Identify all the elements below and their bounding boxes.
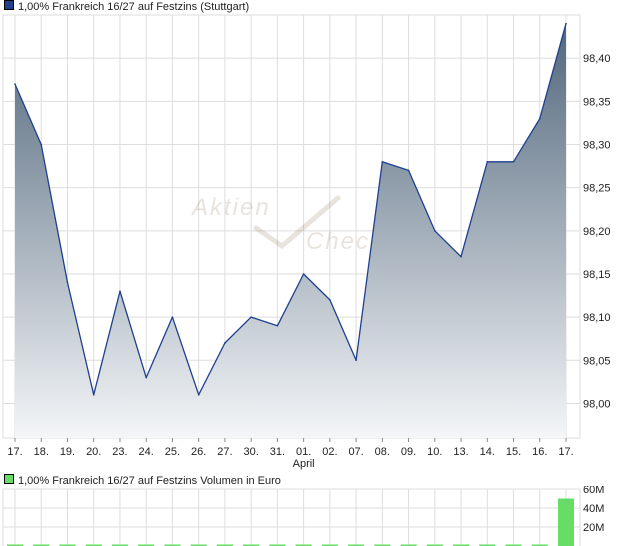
price-x-tick-label: 13. — [453, 446, 468, 458]
watermark-word-2: Check — [306, 228, 384, 255]
price-x-tick-label: 20. — [86, 446, 101, 458]
watermark-check-icon — [253, 195, 341, 250]
price-point — [512, 160, 515, 163]
price-x-tick-label: 31. — [270, 446, 285, 458]
price-x-tick-label: 07. — [348, 446, 363, 458]
volume-bar — [531, 544, 548, 546]
volume-bar — [190, 544, 207, 546]
volume-chart-title: 1,00% Frankreich 16/27 auf Festzins Volu… — [18, 475, 281, 487]
price-x-tick-label: 30. — [243, 446, 258, 458]
volume-bar — [269, 544, 286, 546]
price-point — [355, 359, 357, 362]
price-point — [119, 290, 121, 293]
price-x-tick-label: 01. — [296, 446, 311, 458]
volume-bar — [85, 544, 102, 546]
price-y-tick-label: 98,15 — [583, 269, 611, 281]
price-y-tick-label: 98,10 — [583, 312, 611, 324]
price-x-tick-label: 17. — [558, 446, 573, 458]
price-chart: 98,00 98,05 98,10 98,15 98,20 98,25 98,30 98,35… — [2, 14, 611, 470]
volume-bar — [7, 544, 23, 546]
price-x-tick-label: 14. — [480, 446, 495, 458]
price-y-tick-label: 98,40 — [583, 53, 611, 65]
price-point — [92, 394, 95, 396]
price-x-tick-label: 25. — [165, 446, 180, 458]
price-x-tick-label: 18. — [34, 446, 49, 458]
volume-bar — [505, 544, 522, 546]
volume-bar — [374, 544, 391, 546]
volume-y-tick-label: 40M — [583, 503, 604, 515]
price-x-tick-label: 17. — [7, 446, 22, 458]
price-y-tick-label: 98,20 — [583, 226, 611, 238]
price-legend: 1,00% Frankreich 16/27 auf Festzins (Stu… — [4, 0, 249, 14]
volume-bar — [453, 544, 470, 546]
volume-chart: 20M 40M 60M — [2, 486, 604, 546]
price-point — [538, 117, 541, 120]
price-point — [460, 255, 462, 258]
volume-bar — [216, 544, 233, 546]
price-point — [565, 22, 567, 25]
volume-bar — [164, 544, 181, 546]
volume-y-tick-label: 60M — [583, 486, 604, 496]
watermark: Aktien Check — [190, 194, 384, 255]
price-y-tick-label: 98,05 — [583, 355, 611, 367]
volume-bar — [479, 544, 496, 546]
price-x-tick-label: 19. — [60, 446, 75, 458]
price-point — [329, 299, 331, 301]
price-point — [40, 143, 43, 146]
price-x-tick-label: 26. — [191, 446, 206, 458]
price-x-tick-label: 10. — [427, 446, 442, 458]
price-point — [145, 376, 147, 379]
price-point — [381, 160, 384, 163]
price-y-tick-label: 98,25 — [583, 183, 611, 195]
volume-bar — [33, 544, 50, 546]
volume-y-tick-label: 20M — [583, 522, 604, 534]
volume-bar — [400, 544, 417, 546]
price-y-tick-label: 98,30 — [583, 139, 611, 151]
price-point — [250, 316, 252, 318]
price-month-label: April — [293, 458, 315, 470]
volume-legend: 1,00% Frankreich 16/27 auf Festzins Volu… — [4, 474, 281, 488]
price-point — [276, 324, 279, 327]
price-x-tick-label: 27. — [217, 446, 232, 458]
price-point — [224, 342, 226, 344]
price-x-tick-label: 15. — [506, 446, 521, 458]
volume-plot-frame — [2, 488, 581, 546]
volume-bar — [59, 544, 76, 546]
price-x-tick-label: 08. — [375, 446, 390, 458]
price-point — [171, 316, 174, 318]
volume-bar — [138, 544, 155, 546]
price-x-tick-label: 02. — [322, 446, 337, 458]
watermark-word-1: Aktien — [190, 194, 271, 221]
volume-bar — [426, 544, 443, 546]
volume-bar — [348, 544, 365, 546]
price-x-tick-label: 09. — [401, 446, 416, 458]
price-y-tick-label: 98,00 — [583, 398, 611, 410]
price-point — [197, 394, 200, 396]
price-area — [15, 23, 566, 438]
price-y-tick-label: 98,35 — [583, 96, 611, 108]
price-x-tick-label: 24. — [139, 446, 154, 458]
volume-bar — [295, 544, 312, 546]
volume-bar — [111, 544, 128, 546]
price-point — [407, 169, 410, 172]
volume-legend-swatch — [4, 474, 14, 484]
price-x-tick-label: 23. — [112, 446, 127, 458]
price-x-tick-label: 16. — [532, 446, 547, 458]
price-point — [14, 83, 16, 85]
price-point — [434, 230, 436, 232]
volume-bar — [558, 498, 574, 546]
price-legend-swatch — [4, 0, 14, 10]
volume-bar — [243, 544, 260, 546]
volume-bar — [321, 544, 338, 546]
price-line — [14, 23, 567, 396]
price-point — [302, 273, 305, 275]
price-chart-title: 1,00% Frankreich 16/27 auf Festzins (Stu… — [18, 1, 250, 13]
price-point — [66, 281, 69, 284]
price-point — [486, 160, 489, 163]
